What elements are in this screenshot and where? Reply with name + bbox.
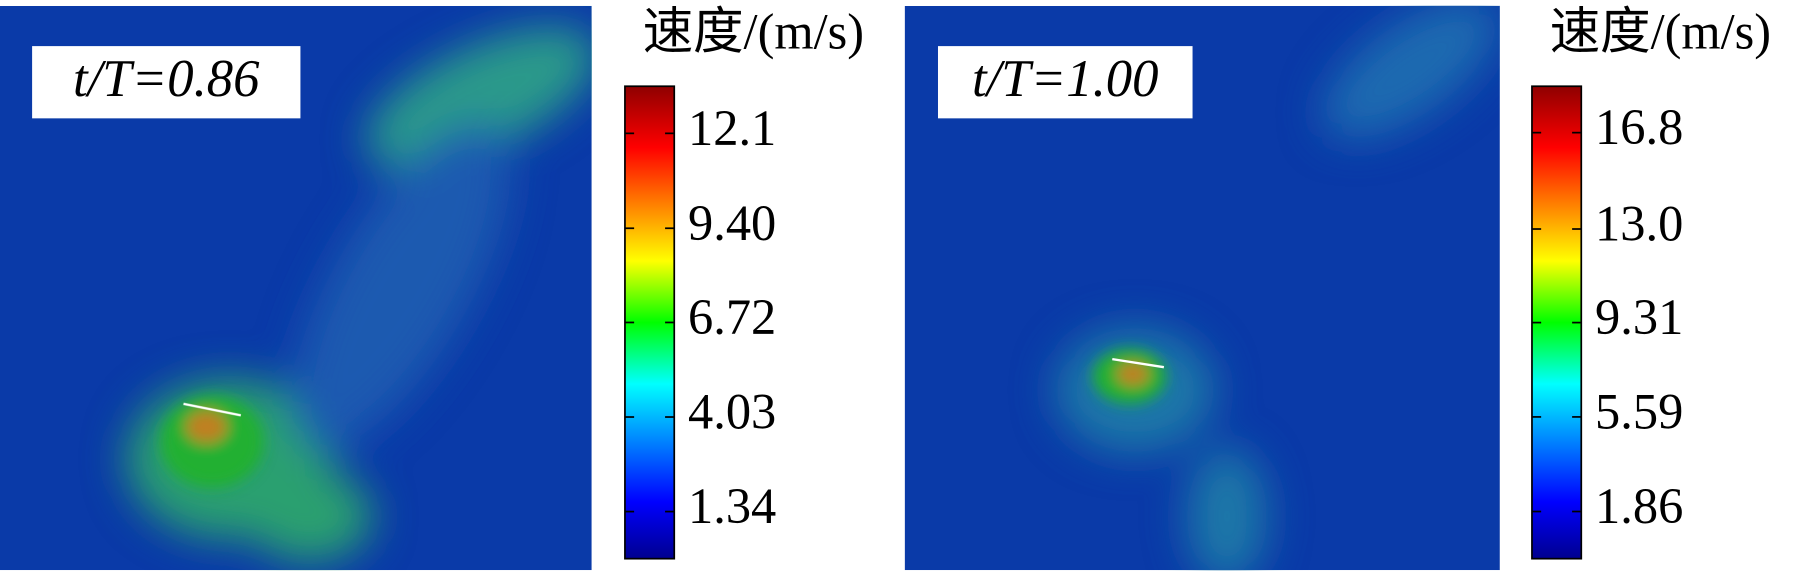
tick-label: 13.0	[1595, 196, 1683, 252]
tick-label: 5.59	[1595, 383, 1683, 439]
tick-label: 9.31	[1595, 289, 1683, 345]
label-box	[937, 46, 1193, 119]
tick-label: 12.1	[688, 100, 776, 156]
panel-label: t/T=0.86	[73, 50, 260, 108]
tick-label: 16.8	[1595, 99, 1683, 155]
colorbar-title: 速度/(m/s)	[1550, 4, 1771, 60]
colorbar-title: 速度/(m/s)	[643, 4, 864, 60]
tick-label: 4.03	[688, 384, 776, 440]
tick-label: 9.40	[688, 195, 776, 251]
tick-label: 1.86	[1595, 478, 1683, 534]
tick-label: 1.34	[688, 478, 776, 534]
panel-label: t/T=1.00	[972, 50, 1159, 108]
tick-label: 6.72	[688, 289, 776, 345]
label-box	[32, 46, 301, 119]
